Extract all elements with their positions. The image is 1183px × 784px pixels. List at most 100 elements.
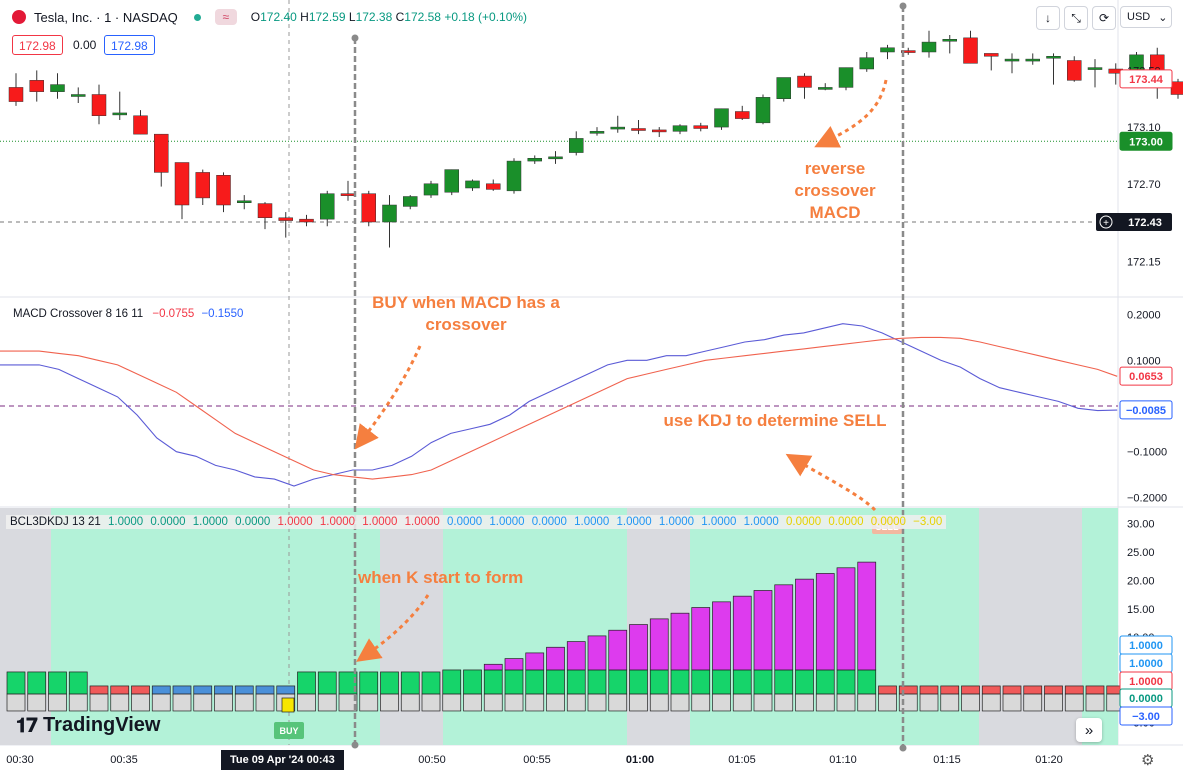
kdj-value: 1.0000 xyxy=(613,516,652,528)
kdj-value: −3.00 xyxy=(909,516,943,528)
kdj-bar-k xyxy=(670,669,690,695)
kdj-bar-k xyxy=(68,671,88,695)
arrow-reverse-crossover xyxy=(814,79,888,148)
kdj-bar-base xyxy=(1085,693,1105,712)
high-label: H xyxy=(300,10,309,24)
annotation-buy-macd: BUY when MACD has a crossover xyxy=(372,293,560,334)
compare-icon[interactable]: ≈ xyxy=(214,9,237,25)
kdj-bar-base xyxy=(649,693,669,712)
close-value: 172.58 xyxy=(404,10,441,24)
buy-line-cap-bottom xyxy=(351,741,359,749)
price-tag-level: 173.00 xyxy=(1129,136,1163,148)
candle-body xyxy=(963,37,978,64)
market-open-icon xyxy=(193,13,201,21)
kdj-bar-base xyxy=(691,693,711,712)
kdj-bar-k xyxy=(815,669,835,695)
kdj-legend[interactable]: BCL3DKDJ 13 21 1.0000 0.0000 1.0000 0.00… xyxy=(6,515,947,529)
price-tick-label: 172.70 xyxy=(1127,179,1161,191)
price-tick-label: 172.15 xyxy=(1127,257,1161,269)
bid-box[interactable]: 172.98 xyxy=(12,35,63,55)
kdj-tick-label: 20.00 xyxy=(1127,575,1155,587)
candle-body xyxy=(901,50,916,53)
kdj-bar-base xyxy=(317,693,337,712)
kdj-bar-j xyxy=(1044,685,1063,695)
kdj-bar-base xyxy=(836,693,856,712)
kdj-bar-d xyxy=(504,658,524,671)
time-tick-label: 01:15 xyxy=(933,754,961,766)
kdj-bar-k xyxy=(463,669,482,695)
kdj-bar-base xyxy=(774,693,794,712)
time-tick-label: 00:30 xyxy=(6,754,34,766)
candle-body xyxy=(278,217,293,221)
kdj-bar-base xyxy=(131,693,150,712)
open-label: O xyxy=(250,10,261,24)
kdj-value: 0.0000 xyxy=(147,516,186,528)
kdj-value: 0.0000 xyxy=(825,516,864,528)
kdj-tag: 1.0000 xyxy=(1129,676,1163,688)
time-tick-label: 01:00 xyxy=(626,754,654,766)
sell-line-cap-bottom xyxy=(899,744,907,752)
ask-box[interactable]: 172.98 xyxy=(104,35,155,55)
candle-body xyxy=(1170,81,1183,95)
scroll-to-realtime-button[interactable]: » xyxy=(1076,718,1102,742)
candle-body xyxy=(735,111,750,119)
candle-body xyxy=(548,156,563,160)
reset-icon[interactable]: ⟳ xyxy=(1092,6,1116,30)
candle-body xyxy=(589,131,605,134)
kdj-bar-d xyxy=(712,601,731,671)
kdj-bar-j xyxy=(1064,685,1084,695)
kdj-bar-base xyxy=(214,693,233,712)
kdj-bar-base xyxy=(89,693,109,712)
tradingview-logo[interactable]: 𝟏𝟳 TradingView xyxy=(16,713,161,738)
kdj-bar-d xyxy=(483,663,503,671)
kdj-bar-k xyxy=(795,669,814,695)
kdj-bar-k xyxy=(359,671,379,695)
candle-body xyxy=(154,133,169,173)
candle-body xyxy=(1004,58,1020,62)
low-label: L xyxy=(348,10,356,24)
buy-line-cap xyxy=(351,34,359,42)
arrow-down-icon[interactable]: ↓ xyxy=(1036,6,1060,30)
add-alert-icon xyxy=(1099,215,1113,229)
kdj-bar-j xyxy=(214,685,233,695)
kdj-tag: −3.00 xyxy=(1132,711,1160,723)
kdj-bar-base xyxy=(1064,693,1084,712)
kdj-bar-d xyxy=(525,652,545,671)
chart-header: Tesla, Inc. · 1 · NASDAQ ≈ O172.40 H172.… xyxy=(0,0,1183,32)
symbol-title[interactable]: Tesla, Inc. · 1 · NASDAQ xyxy=(34,9,178,25)
candle-body xyxy=(1046,56,1061,59)
spread-value: 0.00 xyxy=(73,38,97,52)
kdj-bar-d xyxy=(566,641,586,671)
time-tick-label: 01:10 xyxy=(829,754,857,766)
kdj-tick-label: 25.00 xyxy=(1127,547,1155,559)
kdj-bar-base xyxy=(857,693,877,712)
annotation-k-form: when K start to form xyxy=(358,568,524,587)
kdj-bar-j xyxy=(961,685,980,695)
symbol-row: Tesla, Inc. · 1 · NASDAQ ≈ O172.40 H172.… xyxy=(12,9,527,25)
candle-body xyxy=(880,47,895,53)
kdj-bar-base xyxy=(27,693,47,712)
kdj-bar-base xyxy=(1023,693,1043,712)
kdj-value: 1.0000 xyxy=(655,516,695,528)
kdj-tick-label: 15.00 xyxy=(1127,604,1155,616)
kdj-bar-k xyxy=(525,669,545,695)
collapse-icon[interactable]: ⤡ xyxy=(1064,6,1088,30)
kdj-bar-base xyxy=(919,693,939,712)
macd-value-1: −0.0755 xyxy=(152,308,195,320)
candle-body xyxy=(320,193,335,220)
kdj-bar-base xyxy=(815,693,835,712)
kdj-value: 1.0000 xyxy=(316,516,356,528)
crosshair-price-bg xyxy=(1096,213,1172,231)
kdj-bar-base xyxy=(546,693,565,712)
kdj-value: 1.0000 xyxy=(486,516,525,528)
price-tag-current-bg xyxy=(1119,69,1173,89)
kdj-bar-base xyxy=(795,693,814,712)
gear-icon[interactable]: ⚙ xyxy=(1141,752,1155,769)
macd-legend[interactable]: MACD Crossover 8 16 11 −0.0755 −0.1550 xyxy=(13,308,243,320)
tradingview-wordmark: TradingView xyxy=(43,714,161,736)
tesla-logo-icon xyxy=(12,10,26,24)
kdj-bar-d xyxy=(546,646,565,671)
currency-select[interactable]: USD ⌄ xyxy=(1120,6,1172,28)
time-tick-label: 00:50 xyxy=(418,754,446,766)
